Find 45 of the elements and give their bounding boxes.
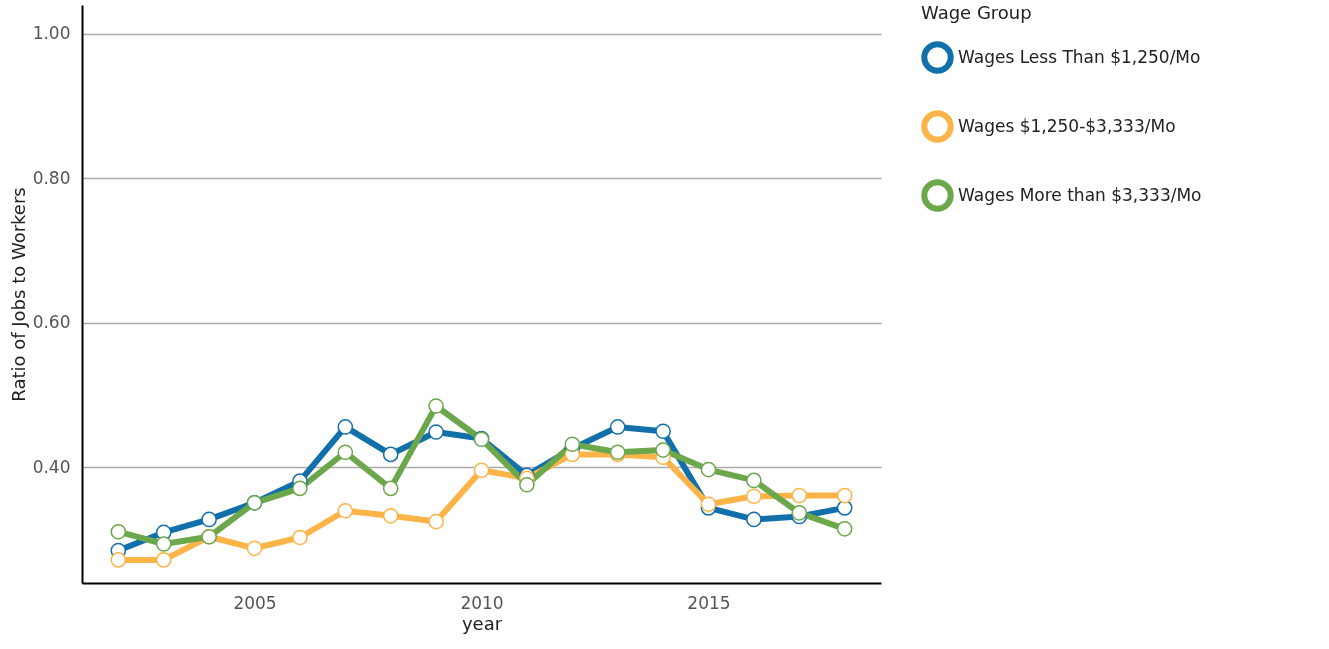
point (836, 487, 853, 504)
x-axis-title: year (461, 612, 503, 634)
point (700, 461, 717, 478)
point (428, 513, 444, 530)
x-tick-label: 2015 (687, 592, 731, 613)
legend-label: Wages More than $3,333/Mo (958, 184, 1202, 205)
point (791, 505, 808, 521)
y-tick-label: 0.60 (32, 312, 71, 333)
point (110, 552, 127, 568)
y-tick-label: 0.80 (32, 167, 71, 188)
y-tick-label: 1.00 (32, 23, 71, 44)
point (246, 540, 263, 557)
point (428, 424, 444, 440)
point (700, 496, 717, 513)
point (428, 398, 444, 414)
point (337, 502, 354, 519)
point (609, 419, 626, 435)
y-tick-label: 0.40 (32, 456, 71, 477)
point (746, 488, 762, 505)
point (110, 523, 127, 540)
point (337, 419, 354, 435)
point (836, 521, 853, 537)
y-axis-title: Ratio of Jobs to Workers (7, 187, 29, 402)
point (519, 476, 535, 493)
point (746, 511, 762, 528)
point (337, 444, 354, 461)
point (292, 529, 308, 546)
point (473, 462, 490, 479)
legend-label: Wages $1,250-$3,333/Mo (958, 115, 1176, 136)
point (201, 511, 217, 528)
point (746, 472, 762, 489)
point (155, 536, 172, 552)
legend-label: Wages Less Than $1,250/Mo (958, 46, 1201, 67)
point (655, 442, 671, 458)
point (292, 480, 308, 497)
point (791, 487, 808, 504)
point (564, 436, 581, 453)
point (155, 552, 172, 568)
point (382, 446, 399, 463)
x-tick-label: 2005 (233, 592, 277, 613)
x-tick-label: 2010 (460, 592, 504, 613)
point (382, 508, 399, 524)
point (655, 423, 671, 440)
point (382, 480, 399, 497)
legend-title: Wage Group (921, 2, 1032, 23)
